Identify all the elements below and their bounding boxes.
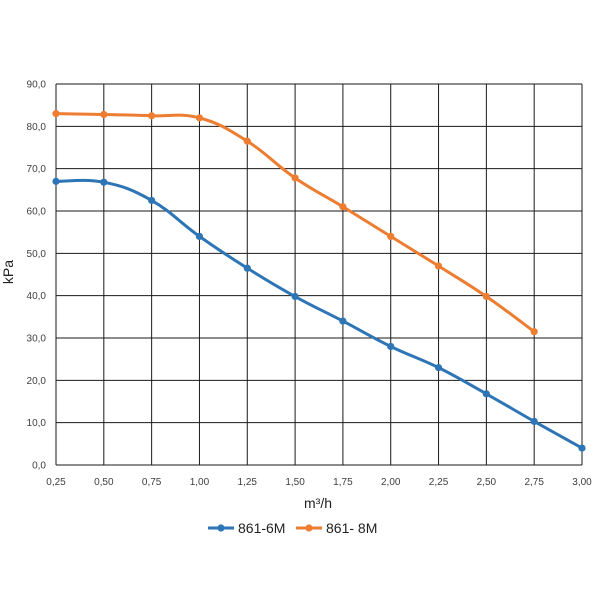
y-tick-label: 40,0 xyxy=(27,291,47,302)
y-tick-label: 80,0 xyxy=(27,122,47,133)
y-tick-label: 0,0 xyxy=(32,461,46,472)
data-point xyxy=(530,417,538,425)
data-point xyxy=(291,292,299,301)
x-tick-label: 2,00 xyxy=(381,477,401,488)
series-lines xyxy=(52,110,586,452)
data-point xyxy=(339,317,347,325)
x-tick-label: 3,00 xyxy=(572,477,592,488)
x-tick-label: 1,50 xyxy=(285,477,305,488)
data-point xyxy=(148,196,156,205)
y-tick-label: 50,0 xyxy=(27,249,47,260)
data-point xyxy=(578,444,586,452)
x-tick-label: 0,75 xyxy=(142,477,162,488)
legend-label: 861- 8M xyxy=(326,520,377,536)
y-tick-label: 70,0 xyxy=(27,164,47,175)
data-point xyxy=(434,364,443,372)
data-point xyxy=(387,232,395,240)
legend: 861-6M 861- 8M xyxy=(208,520,377,536)
y-tick-label: 30,0 xyxy=(27,334,47,345)
data-point xyxy=(195,114,204,122)
data-point xyxy=(100,178,108,186)
data-point xyxy=(195,232,204,240)
x-tick-label: 1,25 xyxy=(238,477,258,488)
legend-label: 861-6M xyxy=(238,520,285,536)
data-point xyxy=(387,342,395,351)
legend-item-1: 861-6M xyxy=(208,520,285,536)
data-point xyxy=(482,292,490,301)
x-tick-label: 2,25 xyxy=(429,477,449,488)
series-1 xyxy=(52,177,586,452)
data-point xyxy=(243,137,251,145)
data-point xyxy=(52,110,60,118)
legend-item-2: 861- 8M xyxy=(296,520,377,536)
x-tick-label: 0,25 xyxy=(46,477,66,488)
y-axis-title: kPa xyxy=(0,260,16,284)
grid xyxy=(55,83,583,466)
data-point xyxy=(291,174,299,182)
legend-swatch-marker xyxy=(217,524,225,532)
data-point xyxy=(52,177,60,185)
y-tick-label: 20,0 xyxy=(27,376,47,387)
data-point xyxy=(434,262,443,270)
x-tick-label: 1,75 xyxy=(333,477,353,488)
y-tick-label: 90,0 xyxy=(27,80,47,91)
data-point xyxy=(339,203,347,211)
data-point xyxy=(100,110,108,119)
data-point xyxy=(482,390,490,398)
series-2 xyxy=(52,110,538,336)
x-tick-label: 2,50 xyxy=(477,477,497,488)
x-axis-title: m³/h xyxy=(304,495,332,511)
y-tick-label: 60,0 xyxy=(27,207,47,218)
x-tick-label: 1,00 xyxy=(190,477,210,488)
data-point xyxy=(243,264,251,272)
series-line xyxy=(54,178,584,450)
x-tick-label: 2,75 xyxy=(524,477,544,488)
legend-swatch-marker xyxy=(305,524,313,532)
data-point xyxy=(530,328,538,336)
tick-labels: 0,0 10,0 20,0 30,0 40,0 50,0 60,0 70,0 80,0 90,0 0… xyxy=(27,80,593,489)
x-tick-label: 0,50 xyxy=(94,477,114,488)
data-point xyxy=(148,112,156,120)
y-tick-label: 10,0 xyxy=(27,418,47,429)
